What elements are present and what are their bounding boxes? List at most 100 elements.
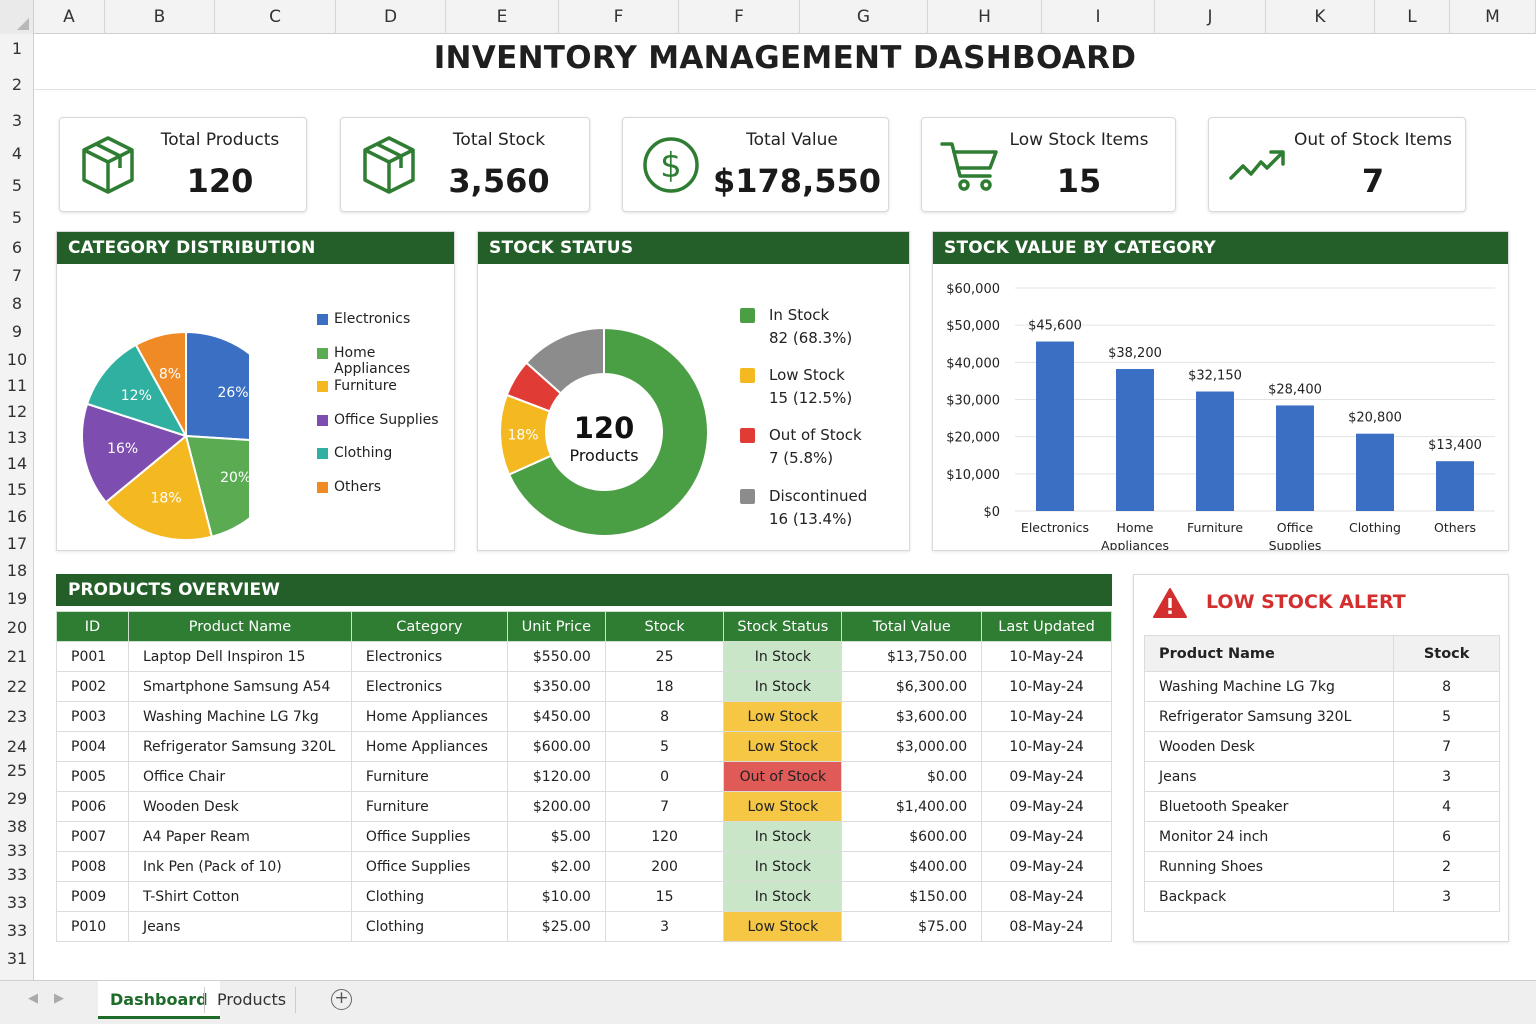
table-cell[interactable]: P004 [56,731,129,762]
table-cell[interactable]: $600.00 [506,731,606,762]
table-row[interactable]: P003 Washing Machine LG 7kg Home Appliance… [56,701,1112,732]
row-header[interactable]: 16 [6,507,28,526]
table-cell[interactable]: 120 [604,821,725,852]
table-cell[interactable]: Furniture [350,791,508,822]
row-header[interactable]: 33 [6,921,28,940]
table-cell[interactable]: P008 [56,851,129,882]
row-header[interactable]: 3 [11,111,23,130]
table-cell[interactable]: 3 [604,911,725,942]
table-cell[interactable]: $3,000.00 [841,731,983,762]
column-header[interactable]: F [679,0,800,34]
status-badge[interactable]: Out of Stock [723,761,843,792]
column-header-cell[interactable]: Last Updated [981,611,1112,642]
table-row[interactable]: P005 Office Chair Furniture $120.00 0 Out of … [56,761,1112,792]
table-cell[interactable]: $10.00 [506,881,606,912]
status-badge[interactable]: Low Stock [723,731,843,762]
row-header[interactable]: 29 [6,789,28,808]
table-cell[interactable]: 10-May-24 [981,701,1112,732]
row-header[interactable]: 24 [6,737,28,756]
table-cell[interactable]: 6 [1393,821,1500,852]
row-header[interactable]: 13 [6,428,28,447]
table-cell[interactable]: 5 [1393,701,1500,732]
table-cell[interactable]: $400.00 [841,851,983,882]
table-cell[interactable]: $13,750.00 [841,641,983,672]
column-header-cell[interactable]: Stock Status [723,611,843,642]
column-header[interactable]: G [800,0,928,34]
table-cell[interactable]: $350.00 [506,671,606,702]
table-cell[interactable]: 15 [604,881,725,912]
column-header-cell[interactable]: Product Name [127,611,352,642]
table-cell[interactable]: Laptop Dell Inspiron 15 [127,641,352,672]
row-header[interactable]: 20 [6,618,28,637]
table-cell[interactable]: 10-May-24 [981,641,1112,672]
select-all-corner[interactable] [0,0,34,34]
table-cell[interactable]: Home Appliances [350,731,508,762]
column-header[interactable]: E [446,0,559,34]
table-cell[interactable]: Wooden Desk [127,791,352,822]
table-cell[interactable]: $120.00 [506,761,606,792]
column-header-cell[interactable]: Unit Price [506,611,606,642]
row-header[interactable]: 33 [6,893,28,912]
row-header[interactable]: 5 [11,208,23,227]
table-cell[interactable]: Refrigerator Samsung 320L [1143,701,1395,732]
table-cell[interactable]: Ink Pen (Pack of 10) [127,851,352,882]
table-cell[interactable]: 3 [1393,881,1500,912]
table-cell[interactable]: 0 [604,761,725,792]
table-cell[interactable]: $0.00 [841,761,983,792]
table-row[interactable]: P006 Wooden Desk Furniture $200.00 7 Low Stoc… [56,791,1112,822]
table-cell[interactable]: 09-May-24 [981,791,1112,822]
status-badge[interactable]: Low Stock [723,701,843,732]
column-header[interactable]: H [928,0,1042,34]
table-row[interactable]: P007 A4 Paper Ream Office Supplies $5.00 120… [56,821,1112,852]
table-row[interactable]: Wooden Desk 7 [1143,731,1500,762]
table-cell[interactable]: 10-May-24 [981,731,1112,762]
table-cell[interactable]: Running Shoes [1143,851,1395,882]
table-row[interactable]: Running Shoes 2 [1143,851,1500,882]
row-header[interactable]: 7 [11,266,23,285]
table-row[interactable]: P010 Jeans Clothing $25.00 3 Low Stock $75.00 0… [56,911,1112,942]
table-cell[interactable]: $1,400.00 [841,791,983,822]
table-cell[interactable]: $2.00 [506,851,606,882]
row-header[interactable]: 22 [6,677,28,696]
table-row[interactable]: Washing Machine LG 7kg 8 [1143,671,1500,702]
table-cell[interactable]: 08-May-24 [981,911,1112,942]
status-badge[interactable]: Low Stock [723,911,843,942]
table-cell[interactable]: P010 [56,911,129,942]
table-cell[interactable]: $3,600.00 [841,701,983,732]
row-header[interactable]: 38 [6,817,28,836]
table-cell[interactable]: P009 [56,881,129,912]
table-cell[interactable]: 2 [1393,851,1500,882]
next-sheet-icon[interactable]: ▶ [54,991,64,1006]
table-cell[interactable]: 09-May-24 [981,851,1112,882]
table-cell[interactable]: Electronics [350,671,508,702]
table-row[interactable]: P009 T-Shirt Cotton Clothing $10.00 15 In Sto… [56,881,1112,912]
table-cell[interactable]: Refrigerator Samsung 320L [127,731,352,762]
table-cell[interactable]: Bluetooth Speaker [1143,791,1395,822]
table-row[interactable]: P001 Laptop Dell Inspiron 15 Electronics $5… [56,641,1112,672]
status-badge[interactable]: In Stock [723,671,843,702]
table-cell[interactable]: P006 [56,791,129,822]
table-cell[interactable]: 7 [604,791,725,822]
table-cell[interactable]: $200.00 [506,791,606,822]
table-cell[interactable]: Electronics [350,641,508,672]
table-cell[interactable]: A4 Paper Ream [127,821,352,852]
table-cell[interactable]: $25.00 [506,911,606,942]
row-header[interactable]: 33 [6,841,28,860]
table-cell[interactable]: Washing Machine LG 7kg [127,701,352,732]
table-cell[interactable]: Jeans [127,911,352,942]
column-header[interactable]: D [336,0,446,34]
table-cell[interactable]: P002 [56,671,129,702]
table-cell[interactable]: 25 [604,641,725,672]
table-cell[interactable]: 7 [1393,731,1500,762]
table-cell[interactable]: P007 [56,821,129,852]
row-header[interactable]: 21 [6,647,28,666]
table-cell[interactable]: 4 [1393,791,1500,822]
table-cell[interactable]: 200 [604,851,725,882]
column-header[interactable]: B [105,0,215,34]
table-cell[interactable]: $5.00 [506,821,606,852]
column-header[interactable]: I [1042,0,1155,34]
row-header[interactable]: 33 [6,865,28,884]
table-row[interactable]: Refrigerator Samsung 320L 5 [1143,701,1500,732]
table-row[interactable]: P004 Refrigerator Samsung 320L Home Applia… [56,731,1112,762]
prev-sheet-icon[interactable]: ◀ [28,991,38,1006]
